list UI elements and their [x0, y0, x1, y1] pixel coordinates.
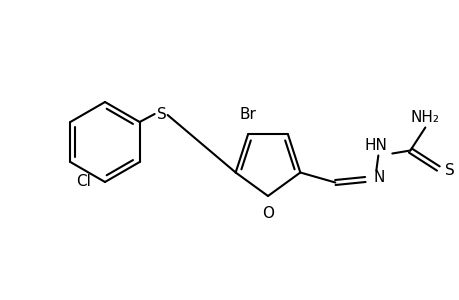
Text: Cl: Cl [76, 175, 91, 190]
Text: O: O [262, 206, 274, 221]
Text: NH₂: NH₂ [410, 110, 439, 125]
Text: HN: HN [364, 138, 387, 153]
Text: S: S [444, 163, 454, 178]
Text: S: S [157, 106, 166, 122]
Text: Br: Br [239, 107, 256, 122]
Text: N: N [373, 170, 384, 185]
